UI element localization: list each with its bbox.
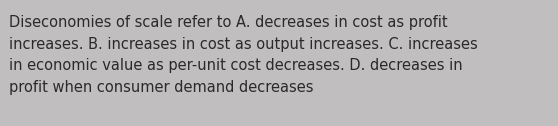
Text: Diseconomies of scale refer to A. decreases in cost as profit
increases. B. incr: Diseconomies of scale refer to A. decrea… — [9, 15, 478, 95]
